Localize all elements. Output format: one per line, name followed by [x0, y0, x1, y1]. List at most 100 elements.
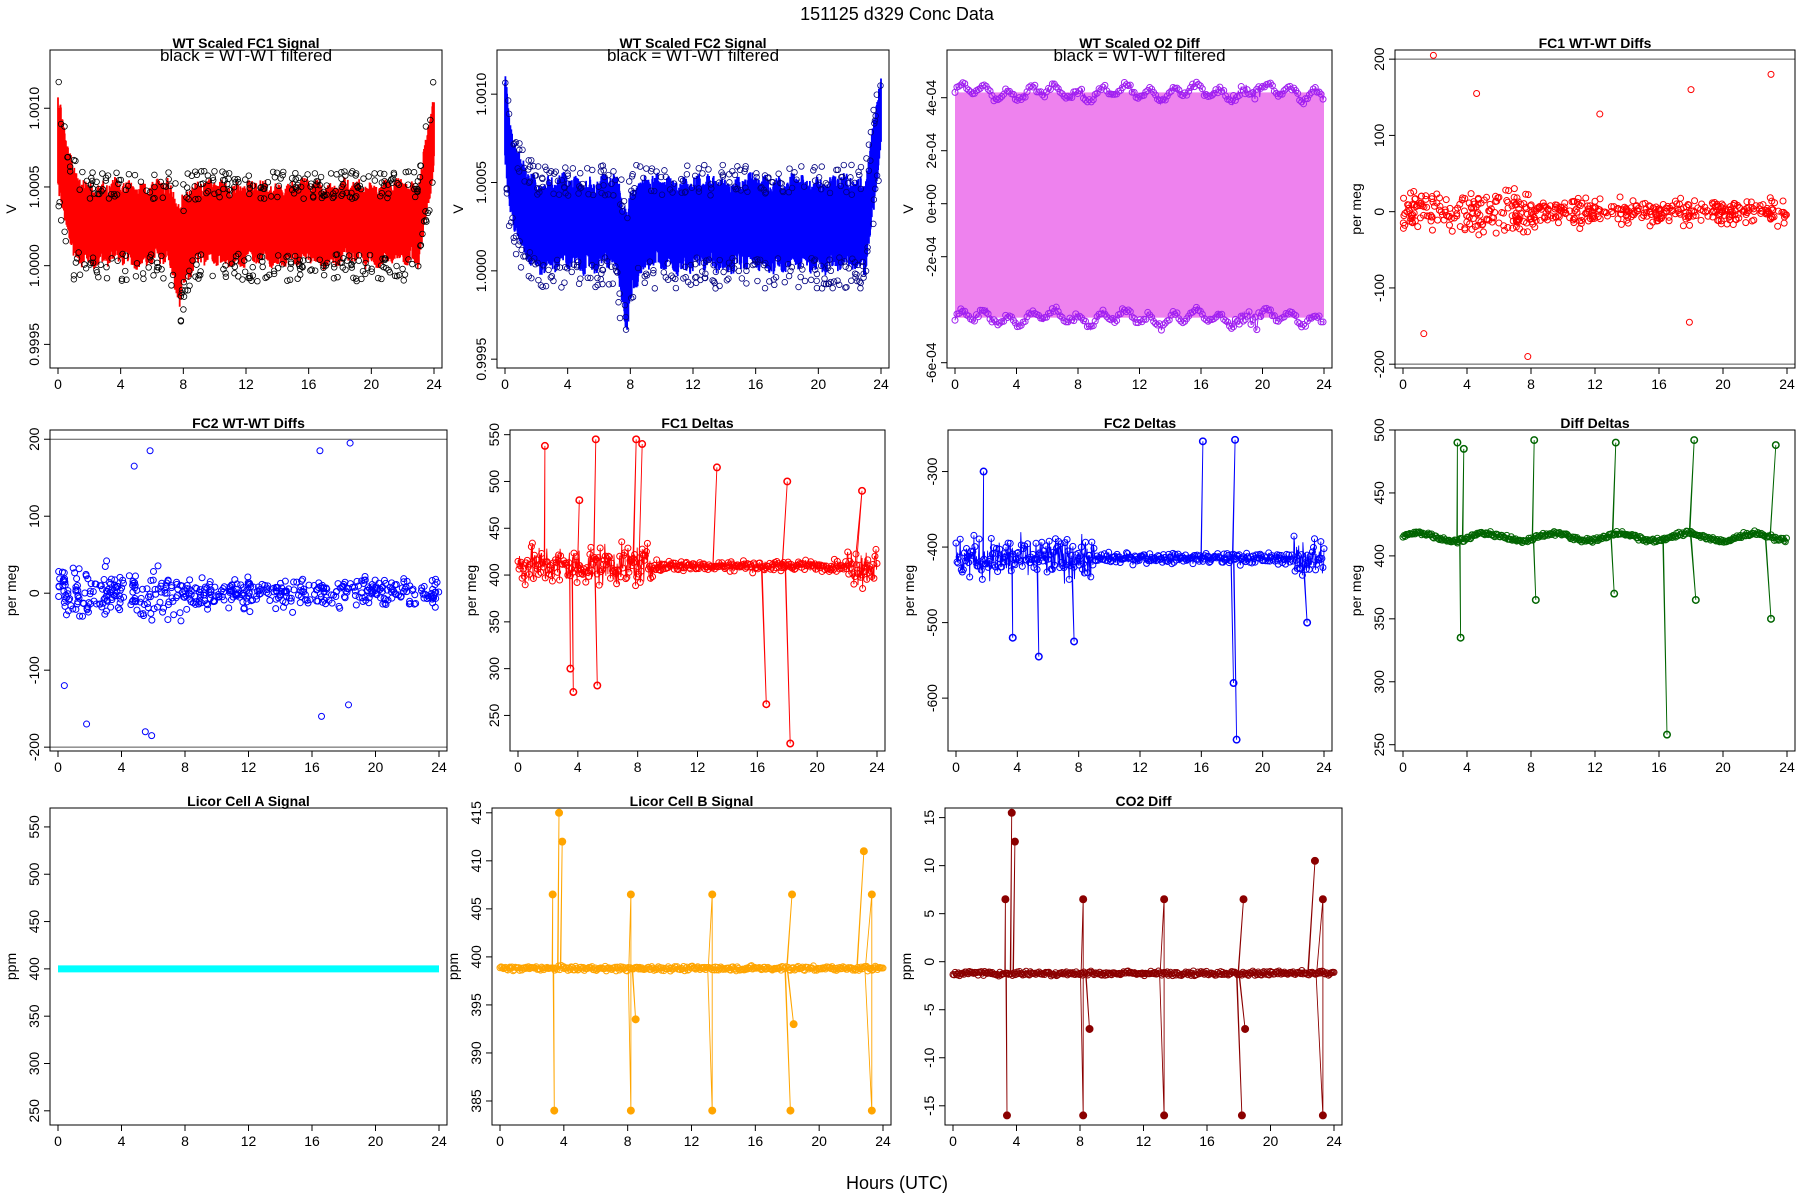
plot-area-fc1-diffs	[1395, 51, 1795, 365]
filtered-point	[61, 228, 68, 235]
filtered-point	[829, 284, 836, 292]
y-axis-label: per meg	[463, 565, 479, 616]
spike-point	[1531, 595, 1540, 604]
x-tick-label: 20	[811, 376, 827, 392]
diff-point	[1423, 212, 1431, 220]
filtered-point	[785, 272, 793, 280]
series-point	[1318, 554, 1326, 562]
series-point	[521, 581, 529, 589]
filtered-point	[774, 255, 782, 262]
filtered-point	[801, 277, 809, 285]
o2-point	[1076, 312, 1084, 320]
filtered-point	[525, 255, 532, 262]
filtered-point	[683, 171, 691, 178]
x-tick-label: 4	[1013, 1133, 1021, 1149]
series-point	[680, 962, 688, 970]
filtered-point	[678, 189, 685, 196]
o2-point	[1140, 91, 1148, 99]
diff-point	[1524, 191, 1532, 199]
filtered-point	[633, 161, 640, 169]
filtered-point	[72, 259, 80, 266]
diff-point	[1743, 204, 1751, 212]
filtered-point	[843, 188, 850, 196]
filtered-point	[362, 270, 369, 278]
filtered-point	[103, 263, 110, 271]
diff-point	[1624, 219, 1632, 227]
filtered-point	[203, 189, 210, 197]
spike-point	[867, 1106, 876, 1115]
diff-point	[305, 581, 313, 589]
filtered-point	[709, 277, 716, 284]
spike-point	[762, 700, 771, 709]
filtered-point	[594, 274, 601, 282]
filtered-point	[865, 141, 873, 148]
filtered-point	[691, 172, 699, 180]
filtered-point	[93, 178, 100, 186]
diff-point	[1495, 219, 1503, 227]
filtered-point	[612, 263, 619, 270]
series-point	[1424, 529, 1432, 537]
series-point	[952, 539, 960, 547]
filtered-point	[701, 161, 708, 169]
y-tick-label: -2e-04	[923, 236, 939, 277]
filtered-point	[193, 261, 200, 268]
filtered-point	[811, 256, 819, 263]
x-tick-label: 0	[501, 376, 509, 392]
diff-point	[1654, 217, 1662, 225]
diff-point	[107, 575, 115, 583]
filtered-point	[378, 189, 386, 197]
filtered-point	[839, 173, 846, 181]
diff-point	[1461, 226, 1469, 234]
filtered-point	[180, 306, 187, 313]
y-tick-label: 350	[26, 1004, 42, 1028]
filtered-point	[539, 283, 546, 290]
diff-point	[1714, 202, 1722, 210]
filtered-point	[320, 271, 328, 279]
series-point	[649, 573, 657, 581]
y-tick-label: 0.9995	[26, 323, 42, 366]
filtered-point	[287, 258, 295, 266]
diff-point	[1400, 194, 1408, 202]
filtered-point	[55, 202, 62, 210]
diff-point	[274, 594, 282, 602]
spike-point	[1530, 436, 1539, 445]
o2-point	[1093, 89, 1101, 97]
x-tick-label: 8	[1527, 759, 1535, 775]
filtered-point	[857, 279, 864, 287]
filtered-point	[558, 176, 566, 184]
filtered-point	[241, 268, 249, 275]
y-tick-label: -6e-04	[923, 342, 939, 383]
y-tick-label: 10	[921, 858, 937, 874]
diff-point	[1743, 198, 1751, 206]
filtered-point	[708, 185, 715, 192]
panel-title: FC1 WT-WT Diffs	[1539, 35, 1652, 51]
diff-point	[1549, 214, 1557, 222]
diff-point	[133, 606, 141, 614]
filtered-point	[246, 272, 253, 280]
outlier-point	[345, 701, 353, 709]
spike-point	[1198, 437, 1207, 446]
series-point	[601, 962, 609, 970]
filtered-point	[587, 274, 594, 282]
filtered-point	[232, 253, 240, 260]
diff-point	[74, 598, 82, 606]
diff-point	[1768, 197, 1776, 205]
filtered-point	[723, 277, 731, 284]
filtered-point	[391, 272, 399, 280]
x-tick-label: 4	[117, 376, 125, 392]
filtered-point	[358, 275, 365, 283]
filtered-point	[553, 263, 561, 271]
spike-point	[626, 1106, 635, 1115]
spike-point	[786, 1106, 795, 1115]
filtered-point	[108, 255, 115, 262]
filtered-point	[507, 219, 515, 226]
diff-point	[168, 584, 176, 592]
x-tick-label: 0	[1399, 759, 1407, 775]
filtered-point	[818, 163, 825, 170]
o2-point	[1224, 318, 1232, 326]
series-point	[640, 556, 648, 564]
diff-point	[369, 589, 377, 597]
y-tick-label: 200	[26, 427, 42, 451]
series-point	[965, 558, 973, 566]
